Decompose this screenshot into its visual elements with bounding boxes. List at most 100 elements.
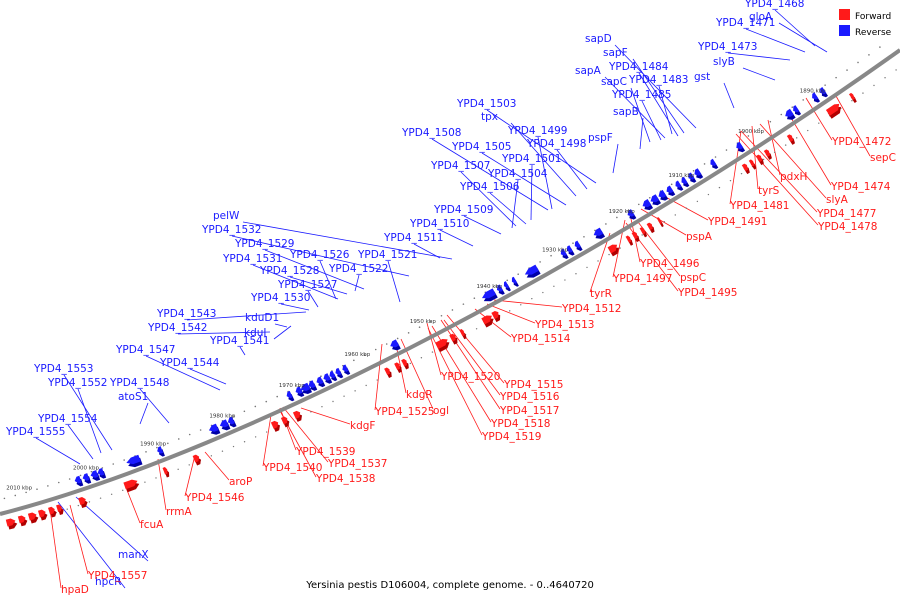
reverse-gene-feature[interactable] (342, 364, 349, 372)
reverse-gene-feature[interactable] (642, 199, 652, 208)
reverse-gene-label: gst (694, 71, 710, 83)
reverse-gene-feature[interactable] (97, 467, 105, 476)
reverse-gene-feature[interactable] (82, 473, 90, 481)
forward-gene-label: YPD4_1539 (295, 446, 355, 458)
reverse-gene-feature[interactable] (593, 227, 604, 236)
reverse-gene-feature[interactable] (574, 240, 581, 248)
reverse-gene-feature[interactable] (820, 87, 827, 95)
reverse-gene-feature[interactable] (658, 189, 667, 198)
forward-gene-feature[interactable] (748, 159, 755, 167)
reverse-gene-feature[interactable] (710, 158, 717, 166)
forward-gene-feature[interactable] (825, 103, 840, 116)
reverse-gene-feature[interactable] (390, 339, 399, 348)
forward-gene-feature[interactable] (292, 410, 301, 419)
forward-gene-feature[interactable] (123, 479, 138, 490)
forward-gene-feature[interactable] (656, 217, 662, 225)
forward-gene-feature[interactable] (449, 333, 456, 342)
scale-dot (354, 390, 356, 392)
forward-gene-feature[interactable] (755, 154, 763, 163)
forward-gene-label: YPD4_1474 (830, 181, 891, 193)
forward-gene-feature[interactable] (384, 367, 390, 376)
rev-gene-leader-line (252, 264, 339, 300)
forward-gene-feature[interactable] (459, 328, 465, 337)
reverse-gene-feature[interactable] (74, 475, 82, 484)
forward-gene-feature[interactable] (639, 227, 646, 235)
reverse-gene-feature[interactable] (208, 423, 219, 432)
forward-gene-feature[interactable] (27, 512, 37, 521)
forward-gene-feature[interactable] (56, 504, 62, 513)
reverse-gene-feature[interactable] (503, 281, 510, 289)
rev-gene-leader-line (439, 229, 474, 247)
forward-gene-feature[interactable] (481, 315, 492, 325)
reverse-gene-feature[interactable] (329, 370, 336, 379)
reverse-gene-label: YPD4_1483 (628, 74, 688, 86)
forward-gene-feature[interactable] (5, 518, 16, 527)
reverse-gene-feature[interactable] (511, 276, 518, 284)
reverse-gene-feature[interactable] (295, 386, 303, 394)
forward-gene-feature[interactable] (192, 454, 200, 463)
reverse-gene-feature[interactable] (157, 446, 164, 454)
rev-gene-leader-line (77, 388, 102, 454)
scale-dot (506, 279, 509, 282)
scale-tick-label: 1950 kbp (410, 319, 436, 325)
reverse-gene-feature[interactable] (736, 141, 744, 150)
reverse-gene-feature[interactable] (681, 176, 688, 185)
reverse-gene-feature[interactable] (308, 380, 316, 388)
reverse-gene-feature[interactable] (219, 419, 229, 428)
forward-gene-feature[interactable] (625, 235, 632, 243)
forward-gene-feature[interactable] (17, 515, 26, 524)
forward-gene-feature[interactable] (401, 358, 408, 367)
reverse-gene-feature[interactable] (286, 390, 293, 399)
forward-gene-feature[interactable] (763, 149, 771, 157)
forward-gene-feature[interactable] (78, 497, 86, 505)
forward-gene-feature[interactable] (848, 92, 855, 101)
reverse-gene-feature[interactable] (300, 382, 311, 391)
scale-dot (473, 297, 476, 300)
scale-dot (597, 260, 599, 262)
reverse-gene-feature[interactable] (785, 108, 794, 117)
fwd-gene-leader-line (486, 303, 536, 324)
reverse-gene-label: sapC (601, 76, 627, 88)
reverse-gene-feature[interactable] (812, 92, 819, 100)
reverse-gene-feature[interactable] (323, 373, 331, 381)
reverse-gene-feature[interactable] (694, 168, 702, 176)
reverse-gene-feature[interactable] (496, 284, 504, 292)
rev-gene-leader-line (511, 179, 519, 229)
scale-dot (818, 122, 820, 124)
forward-gene-feature[interactable] (491, 311, 499, 320)
forward-gene-feature[interactable] (646, 222, 653, 231)
forward-gene-label: tyrS (758, 185, 780, 197)
reverse-gene-feature[interactable] (126, 454, 141, 465)
forward-gene-feature[interactable] (435, 339, 448, 349)
reverse-gene-feature[interactable] (560, 248, 567, 257)
forward-gene-feature[interactable] (607, 244, 618, 254)
reverse-gene-feature[interactable] (566, 245, 573, 253)
forward-gene-feature[interactable] (394, 362, 400, 371)
forward-gene-feature[interactable] (270, 420, 279, 429)
scale-dot (3, 497, 6, 500)
reverse-gene-feature[interactable] (627, 209, 635, 217)
reverse-gene-feature[interactable] (650, 194, 660, 203)
scale-dot (243, 410, 246, 413)
reverse-gene-feature[interactable] (675, 180, 682, 188)
reverse-gene-feature[interactable] (90, 470, 99, 478)
forward-gene-feature[interactable] (786, 134, 794, 142)
forward-gene-feature[interactable] (631, 231, 638, 240)
reverse-gene-label: slyB (713, 56, 735, 68)
reverse-gene-feature[interactable] (481, 288, 496, 299)
reverse-gene-feature[interactable] (524, 264, 539, 275)
rev-gene-leader-line (145, 355, 221, 391)
reverse-gene-feature[interactable] (227, 416, 235, 425)
reverse-gene-feature[interactable] (688, 172, 695, 180)
reverse-gene-feature[interactable] (666, 185, 674, 194)
forward-gene-feature[interactable] (280, 416, 288, 425)
forward-gene-feature[interactable] (162, 467, 168, 475)
legend: Forward Reverse (839, 9, 892, 38)
forward-gene-feature[interactable] (48, 506, 55, 515)
forward-gene-feature[interactable] (741, 163, 749, 172)
forward-gene-feature[interactable] (37, 509, 46, 518)
reverse-gene-feature[interactable] (335, 367, 342, 376)
rev-gene-leader-line (658, 85, 673, 135)
reverse-gene-feature[interactable] (793, 105, 800, 113)
reverse-gene-feature[interactable] (316, 376, 324, 385)
